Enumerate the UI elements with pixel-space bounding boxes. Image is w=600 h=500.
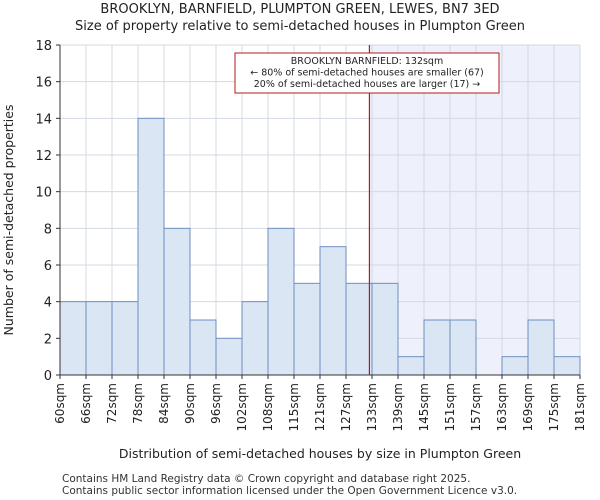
annotation-line: BROOKLYN BARNFIELD: 132sqm (291, 56, 443, 67)
y-tick-label: 6 (44, 259, 52, 274)
bar (267, 227, 295, 376)
x-tick-label: 181sqm (573, 383, 587, 431)
x-tick-label: 127sqm (339, 383, 353, 431)
bar (319, 246, 347, 376)
y-tick-label: 0 (44, 369, 52, 384)
bar (553, 356, 581, 376)
footer-licence: Contains public sector information licen… (62, 485, 518, 497)
x-tick-label: 139sqm (391, 383, 405, 431)
chart-title: BROOKLYN, BARNFIELD, PLUMPTON GREEN, LEW… (100, 2, 500, 17)
chart-subtitle: Size of property relative to semi-detach… (75, 19, 525, 34)
bar (85, 301, 113, 376)
x-tick-label: 72sqm (105, 383, 119, 424)
y-tick-label: 18 (35, 39, 52, 54)
bar (241, 301, 269, 376)
annotation-line: 20% of semi-detached houses are larger (… (254, 79, 481, 90)
y-tick-label: 14 (35, 112, 52, 127)
bar (527, 319, 555, 376)
x-tick-label: 169sqm (521, 383, 535, 431)
bar (423, 319, 451, 376)
x-tick-label: 108sqm (261, 383, 275, 431)
y-tick-label: 16 (35, 76, 52, 91)
bar (345, 282, 373, 376)
bar (501, 356, 529, 376)
x-tick-label: 163sqm (495, 383, 509, 431)
bar (293, 282, 321, 376)
y-tick-label: 12 (35, 149, 52, 164)
annotation-box (234, 52, 500, 94)
x-tick-label: 66sqm (79, 383, 93, 424)
annotation-line: ← 80% of semi-detached houses are smalle… (250, 68, 484, 79)
bar (215, 337, 243, 376)
y-axis-label: Number of semi-detached properties (1, 105, 16, 336)
x-tick-label: 60sqm (53, 383, 67, 424)
x-tick-label: 145sqm (417, 383, 431, 431)
x-tick-label: 151sqm (443, 383, 457, 431)
bar (137, 117, 165, 376)
y-tick-label: 8 (44, 222, 52, 237)
bar (163, 227, 191, 376)
bar (111, 301, 139, 376)
x-tick-label: 175sqm (547, 383, 561, 431)
bar (371, 282, 399, 376)
y-tick-label: 4 (44, 296, 52, 311)
x-tick-label: 157sqm (469, 383, 483, 431)
x-tick-label: 78sqm (131, 383, 145, 424)
bar (449, 319, 477, 376)
x-tick-label: 90sqm (183, 383, 197, 424)
bar (59, 301, 87, 376)
footer-copyright: Contains HM Land Registry data © Crown c… (62, 473, 471, 485)
y-tick-label: 2 (44, 332, 52, 347)
x-tick-label: 102sqm (235, 383, 249, 431)
y-tick-label: 10 (35, 186, 52, 201)
x-tick-label: 121sqm (313, 383, 327, 431)
bar (397, 356, 425, 376)
x-tick-label: 115sqm (287, 383, 301, 431)
x-tick-label: 96sqm (209, 383, 223, 424)
x-tick-label: 84sqm (157, 383, 171, 424)
bar (189, 319, 217, 376)
x-axis-label: Distribution of semi-detached houses by … (119, 446, 521, 461)
x-tick-label: 133sqm (365, 383, 379, 431)
